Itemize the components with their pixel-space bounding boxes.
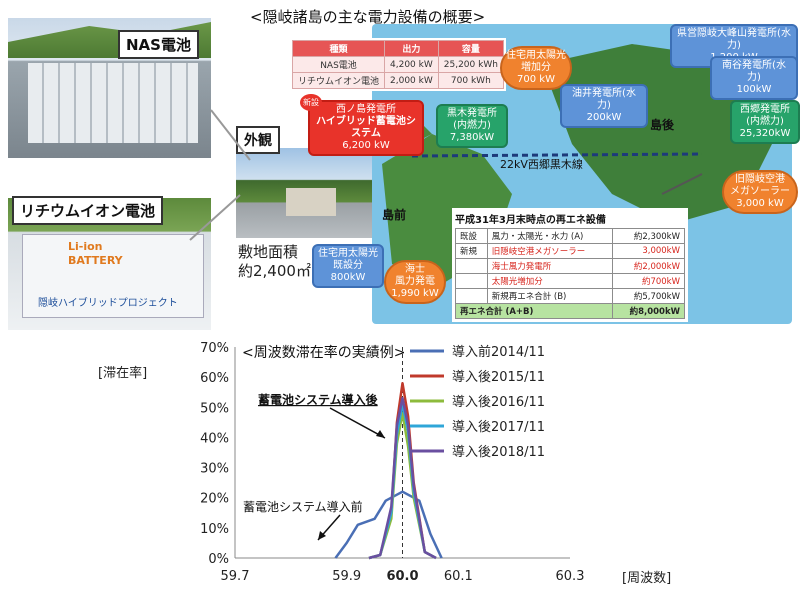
legend-label: 導入後2016/11: [452, 395, 545, 410]
area-value: 約2,400㎡: [238, 262, 311, 280]
chart-title: <周波数滞在率の実績例>: [242, 345, 406, 361]
annotation-after-arrowhead: [376, 430, 385, 438]
series-line: [334, 490, 443, 559]
annotation-after-arrow: [329, 407, 386, 439]
callout-nanko: 南谷発電所(水力) 100kW: [710, 56, 798, 100]
callout-hybrid: 西ノ島発電所 ハイブリッド蓄電池システム 6,200 kW: [308, 100, 424, 156]
table-row: 太陽光増加分 約700kW: [455, 273, 686, 289]
x-tick-label: 59.9: [332, 569, 361, 584]
callout-yuika: 油井発電所(水力) 200kW: [560, 84, 648, 128]
spec-header-output: 出力: [384, 40, 439, 57]
x-tick-label: 59.7: [221, 569, 250, 584]
table-row: NAS電池 4,200 kW 25,200 kWh: [291, 56, 504, 73]
chart-ylabel: [滞在率]: [98, 366, 148, 381]
annotation-after: 蓄電池システム導入後: [258, 392, 379, 407]
annotation-before-arrowhead: [318, 531, 326, 540]
callout-airport: 旧隠岐空港 メガソーラー 3,000 kW: [722, 170, 798, 214]
exterior-photo: [236, 148, 372, 238]
li-panel-text-2: BATTERY: [68, 254, 123, 267]
page-title: <隠岐諸島の主な電力設備の概要>: [250, 8, 486, 26]
legend-label: 導入後2015/11: [452, 370, 545, 385]
legend-label: 導入後2017/11: [452, 420, 545, 435]
y-tick-label: 70%: [200, 341, 229, 356]
spec-header-capacity: 容量: [437, 40, 504, 57]
table-row: 海士風力発電所 約2,000kW: [455, 258, 686, 274]
li-battery-photo: Li-ion BATTERY 隠岐ハイブリッドプロジェクト: [8, 198, 211, 330]
legend-label: 導入前2014/11: [452, 344, 545, 360]
line-label: 22kV西郷黒木線: [500, 158, 583, 171]
callout-kuroki: 黒木発電所 (内燃力) 7,380kW: [436, 104, 508, 148]
table-row: 既設 風力・太陽光・水力 (A) 約2,300kW: [455, 228, 686, 244]
spec-table: 種類 出力 容量 NAS電池 4,200 kW 25,200 kWh リチウムイ…: [290, 38, 506, 91]
area-label: 敷地面積: [238, 243, 299, 261]
y-tick-label: 0%: [208, 552, 229, 567]
spec-header-type: 種類: [291, 40, 386, 57]
new-badge: 新設: [300, 94, 322, 111]
annotation-before: 蓄電池システム導入前: [243, 499, 363, 514]
y-tick-label: 60%: [200, 371, 229, 386]
li-label: リチウムイオン電池: [12, 196, 164, 225]
callout-ama-wind: 海士 風力発電 1,990 kW: [384, 260, 446, 304]
nas-label: NAS電池: [118, 30, 199, 59]
table-row: 新規再エネ合計 (B) 約5,700kW: [455, 288, 686, 304]
legend-label: 導入後2018/11: [452, 445, 545, 460]
table-row-total: 再エネ合計 (A+B) 約8,000kW: [455, 303, 686, 319]
label-dogo: 島後: [650, 118, 675, 132]
re-table-panel: 平成31年3月末時点の再エネ設備 既設 風力・太陽光・水力 (A) 約2,300…: [452, 208, 688, 322]
table-row: リチウムイオン電池 2,000 kW 700 kWh: [291, 72, 504, 89]
gaikan-label: 外観: [236, 126, 280, 154]
re-table-title: 平成31年3月末時点の再エネ設備: [455, 215, 606, 226]
callout-solar-existing: 住宅用太陽光 既設分 800kW: [312, 244, 384, 288]
y-tick-label: 50%: [200, 401, 229, 416]
callout-solar-added: 住宅用太陽光 増加分 700 kW: [500, 46, 572, 90]
y-tick-label: 20%: [200, 492, 229, 507]
li-panel-text-3: 隠岐ハイブリッドプロジェクト: [38, 298, 178, 309]
y-tick-label: 30%: [200, 462, 229, 477]
li-panel-text-1: Li-ion: [68, 240, 103, 253]
connector-lines: [189, 109, 251, 241]
y-tick-label: 40%: [200, 431, 229, 446]
y-tick-label: 10%: [200, 522, 229, 537]
x-tick-label: 60.3: [556, 569, 585, 584]
series-line: [368, 396, 437, 560]
chart-xlabel: [周波数]: [622, 571, 672, 586]
label-dozen: 島前: [382, 208, 407, 222]
x-tick-label: 60.1: [444, 569, 473, 584]
callout-saigo: 西郷発電所 (内燃力) 25,320kW: [730, 100, 800, 144]
x-tick-label: 60.0: [386, 569, 418, 584]
